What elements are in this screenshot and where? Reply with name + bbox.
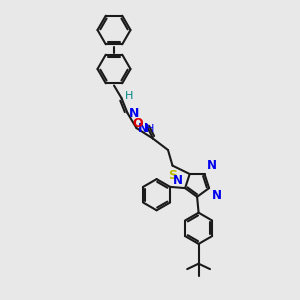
Text: H: H (146, 124, 154, 134)
Text: H: H (125, 91, 134, 101)
Text: N: N (212, 189, 221, 202)
Text: N: N (173, 174, 183, 187)
Text: S: S (168, 169, 177, 182)
Text: N: N (129, 107, 140, 120)
Text: N: N (207, 159, 217, 172)
Text: N: N (138, 122, 148, 135)
Text: O: O (133, 117, 143, 130)
